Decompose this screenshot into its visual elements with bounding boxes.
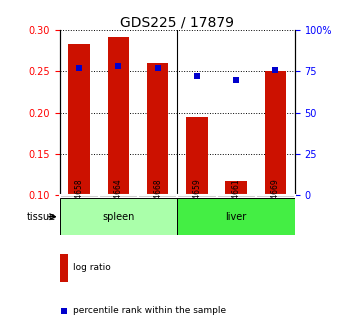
- Bar: [256, 195, 295, 198]
- Text: GSM4658: GSM4658: [75, 178, 84, 215]
- Text: GSM4661: GSM4661: [232, 178, 241, 215]
- Bar: [147, 63, 168, 195]
- Text: GSM4664: GSM4664: [114, 178, 123, 215]
- Bar: [186, 117, 208, 195]
- Text: GSM4669: GSM4669: [271, 178, 280, 215]
- Bar: [217, 195, 256, 198]
- Text: GSM4668: GSM4668: [153, 178, 162, 215]
- Text: spleen: spleen: [102, 212, 135, 222]
- Bar: [99, 195, 138, 198]
- Text: tissue: tissue: [27, 212, 56, 222]
- Text: GSM4659: GSM4659: [192, 178, 202, 215]
- Bar: [69, 44, 90, 195]
- Title: GDS225 / 17879: GDS225 / 17879: [120, 15, 234, 29]
- Text: percentile rank within the sample: percentile rank within the sample: [73, 306, 226, 315]
- Text: log ratio: log ratio: [73, 263, 110, 272]
- Bar: [265, 71, 286, 195]
- Bar: [177, 195, 217, 198]
- Bar: [60, 198, 177, 235]
- Text: liver: liver: [225, 212, 247, 222]
- Bar: [225, 181, 247, 195]
- Bar: [177, 198, 295, 235]
- Bar: [138, 195, 177, 198]
- Bar: [60, 195, 99, 198]
- Bar: [108, 37, 129, 195]
- Bar: [60, 254, 68, 282]
